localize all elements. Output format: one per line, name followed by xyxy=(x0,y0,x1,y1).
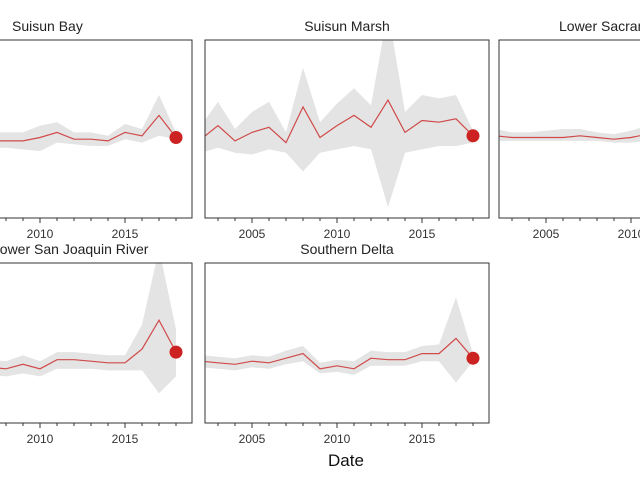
x-tick-label: 2010 xyxy=(324,227,351,241)
panel: Lower San Joaquin River 2010 2015 xyxy=(0,241,193,446)
confidence-band xyxy=(0,95,176,152)
series-line xyxy=(499,135,640,140)
panel: Suisun Marsh 2005 2010 2015 xyxy=(204,18,490,241)
series-line xyxy=(0,318,177,370)
panel: Lower Sacramento River200520102015 xyxy=(498,18,640,241)
panel-frame xyxy=(498,39,640,219)
panel-title: Suisun Marsh xyxy=(304,18,390,34)
x-tick-label: 2010 xyxy=(27,432,54,446)
x-tick-label: 2005 xyxy=(239,227,266,241)
data-point-latest xyxy=(466,129,480,143)
panel: Suisun Bay 2010 2015 xyxy=(0,18,193,241)
x-tick-label: 2010 xyxy=(27,227,54,241)
confidence-band xyxy=(205,40,473,208)
data-point-latest xyxy=(466,351,480,365)
panel-title: Suisun Bay xyxy=(12,18,83,34)
x-tick-label: 2005 xyxy=(239,432,266,446)
x-tick-label: 2015 xyxy=(409,227,436,241)
panel-frame xyxy=(204,39,490,219)
series-line xyxy=(205,337,474,370)
confidence-band xyxy=(0,263,176,394)
series-line xyxy=(0,114,177,142)
panel-title: Lower Sacramento River xyxy=(559,18,640,34)
data-point-latest xyxy=(169,131,183,144)
series-line xyxy=(205,98,474,144)
data-point-latest xyxy=(169,345,183,359)
confidence-band xyxy=(205,297,473,383)
x-tick-label: 2015 xyxy=(409,432,436,446)
x-tick-label: 2010 xyxy=(618,227,640,241)
x-tick-label: 2010 xyxy=(324,432,351,446)
panel-frame xyxy=(204,262,490,424)
panel-title: Lower San Joaquin River xyxy=(0,241,149,257)
x-tick-label: 2015 xyxy=(112,432,139,446)
x-axis-title: Date xyxy=(328,451,364,470)
x-tick-label: 2015 xyxy=(112,227,139,241)
x-tick-label: 2005 xyxy=(533,227,560,241)
confidence-band xyxy=(499,127,640,143)
panel: Southern Delta 2005 2010 2015 xyxy=(204,241,490,446)
panel-title: Southern Delta xyxy=(300,241,394,257)
